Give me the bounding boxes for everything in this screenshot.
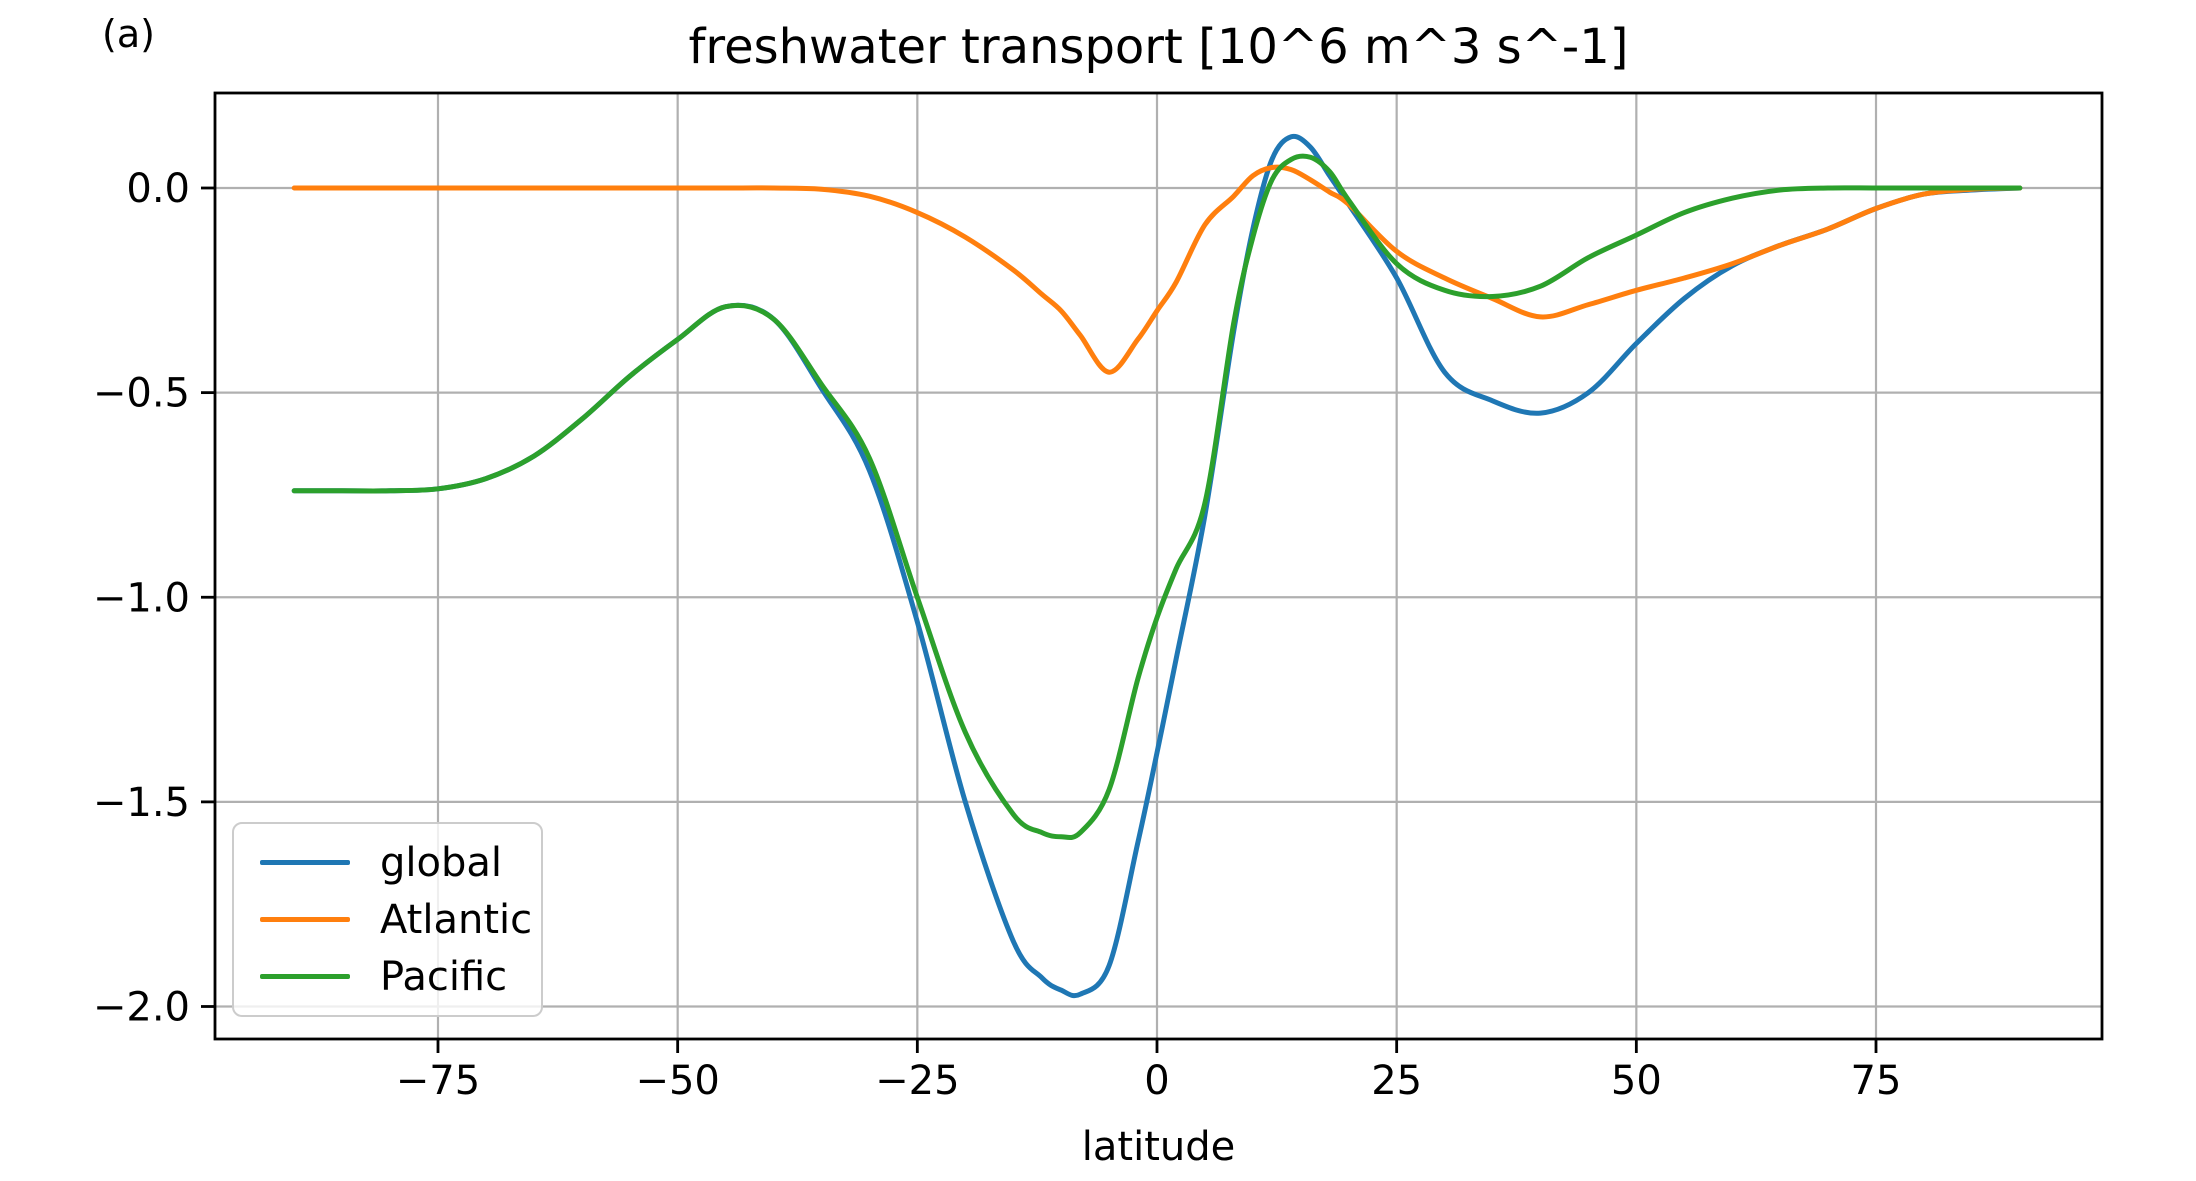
legend-label: global	[380, 839, 502, 886]
legend-line-swatch	[260, 917, 350, 922]
y-tick-label: 0.0	[126, 166, 190, 212]
legend-item-pacific: Pacific	[234, 950, 541, 1004]
series-line-pacific	[291, 153, 2023, 841]
chart-title: freshwater transport [10^6 m^3 s^-1]	[688, 19, 1629, 75]
legend-item-atlantic: Atlantic	[234, 893, 541, 947]
y-tick-label: −0.5	[93, 371, 190, 417]
y-tick-label: −2.0	[93, 985, 190, 1031]
y-tick-label: −1.5	[93, 780, 190, 826]
x-tick-label: −50	[635, 1058, 719, 1104]
series-line-atlantic	[291, 164, 2023, 375]
legend-item-global: global	[234, 836, 541, 890]
x-axis-label: latitude	[1082, 1124, 1235, 1170]
legend: global Atlantic Pacific	[232, 822, 543, 1017]
legend-line-swatch	[260, 860, 350, 865]
legend-line-swatch	[260, 974, 350, 979]
axes-frame	[213, 91, 2104, 1041]
x-tick-label: 50	[1611, 1058, 1662, 1104]
x-tick-label: 75	[1851, 1058, 1902, 1104]
x-tick-label: 0	[1144, 1058, 1169, 1104]
y-tick-label: −1.0	[93, 575, 190, 621]
x-tick-label: −75	[396, 1058, 480, 1104]
x-tick-label: 25	[1371, 1058, 1422, 1104]
x-tick-label: −25	[875, 1058, 959, 1104]
legend-label: Atlantic	[380, 896, 533, 943]
panel-label: (a)	[102, 12, 155, 56]
legend-label: Pacific	[380, 953, 508, 1000]
